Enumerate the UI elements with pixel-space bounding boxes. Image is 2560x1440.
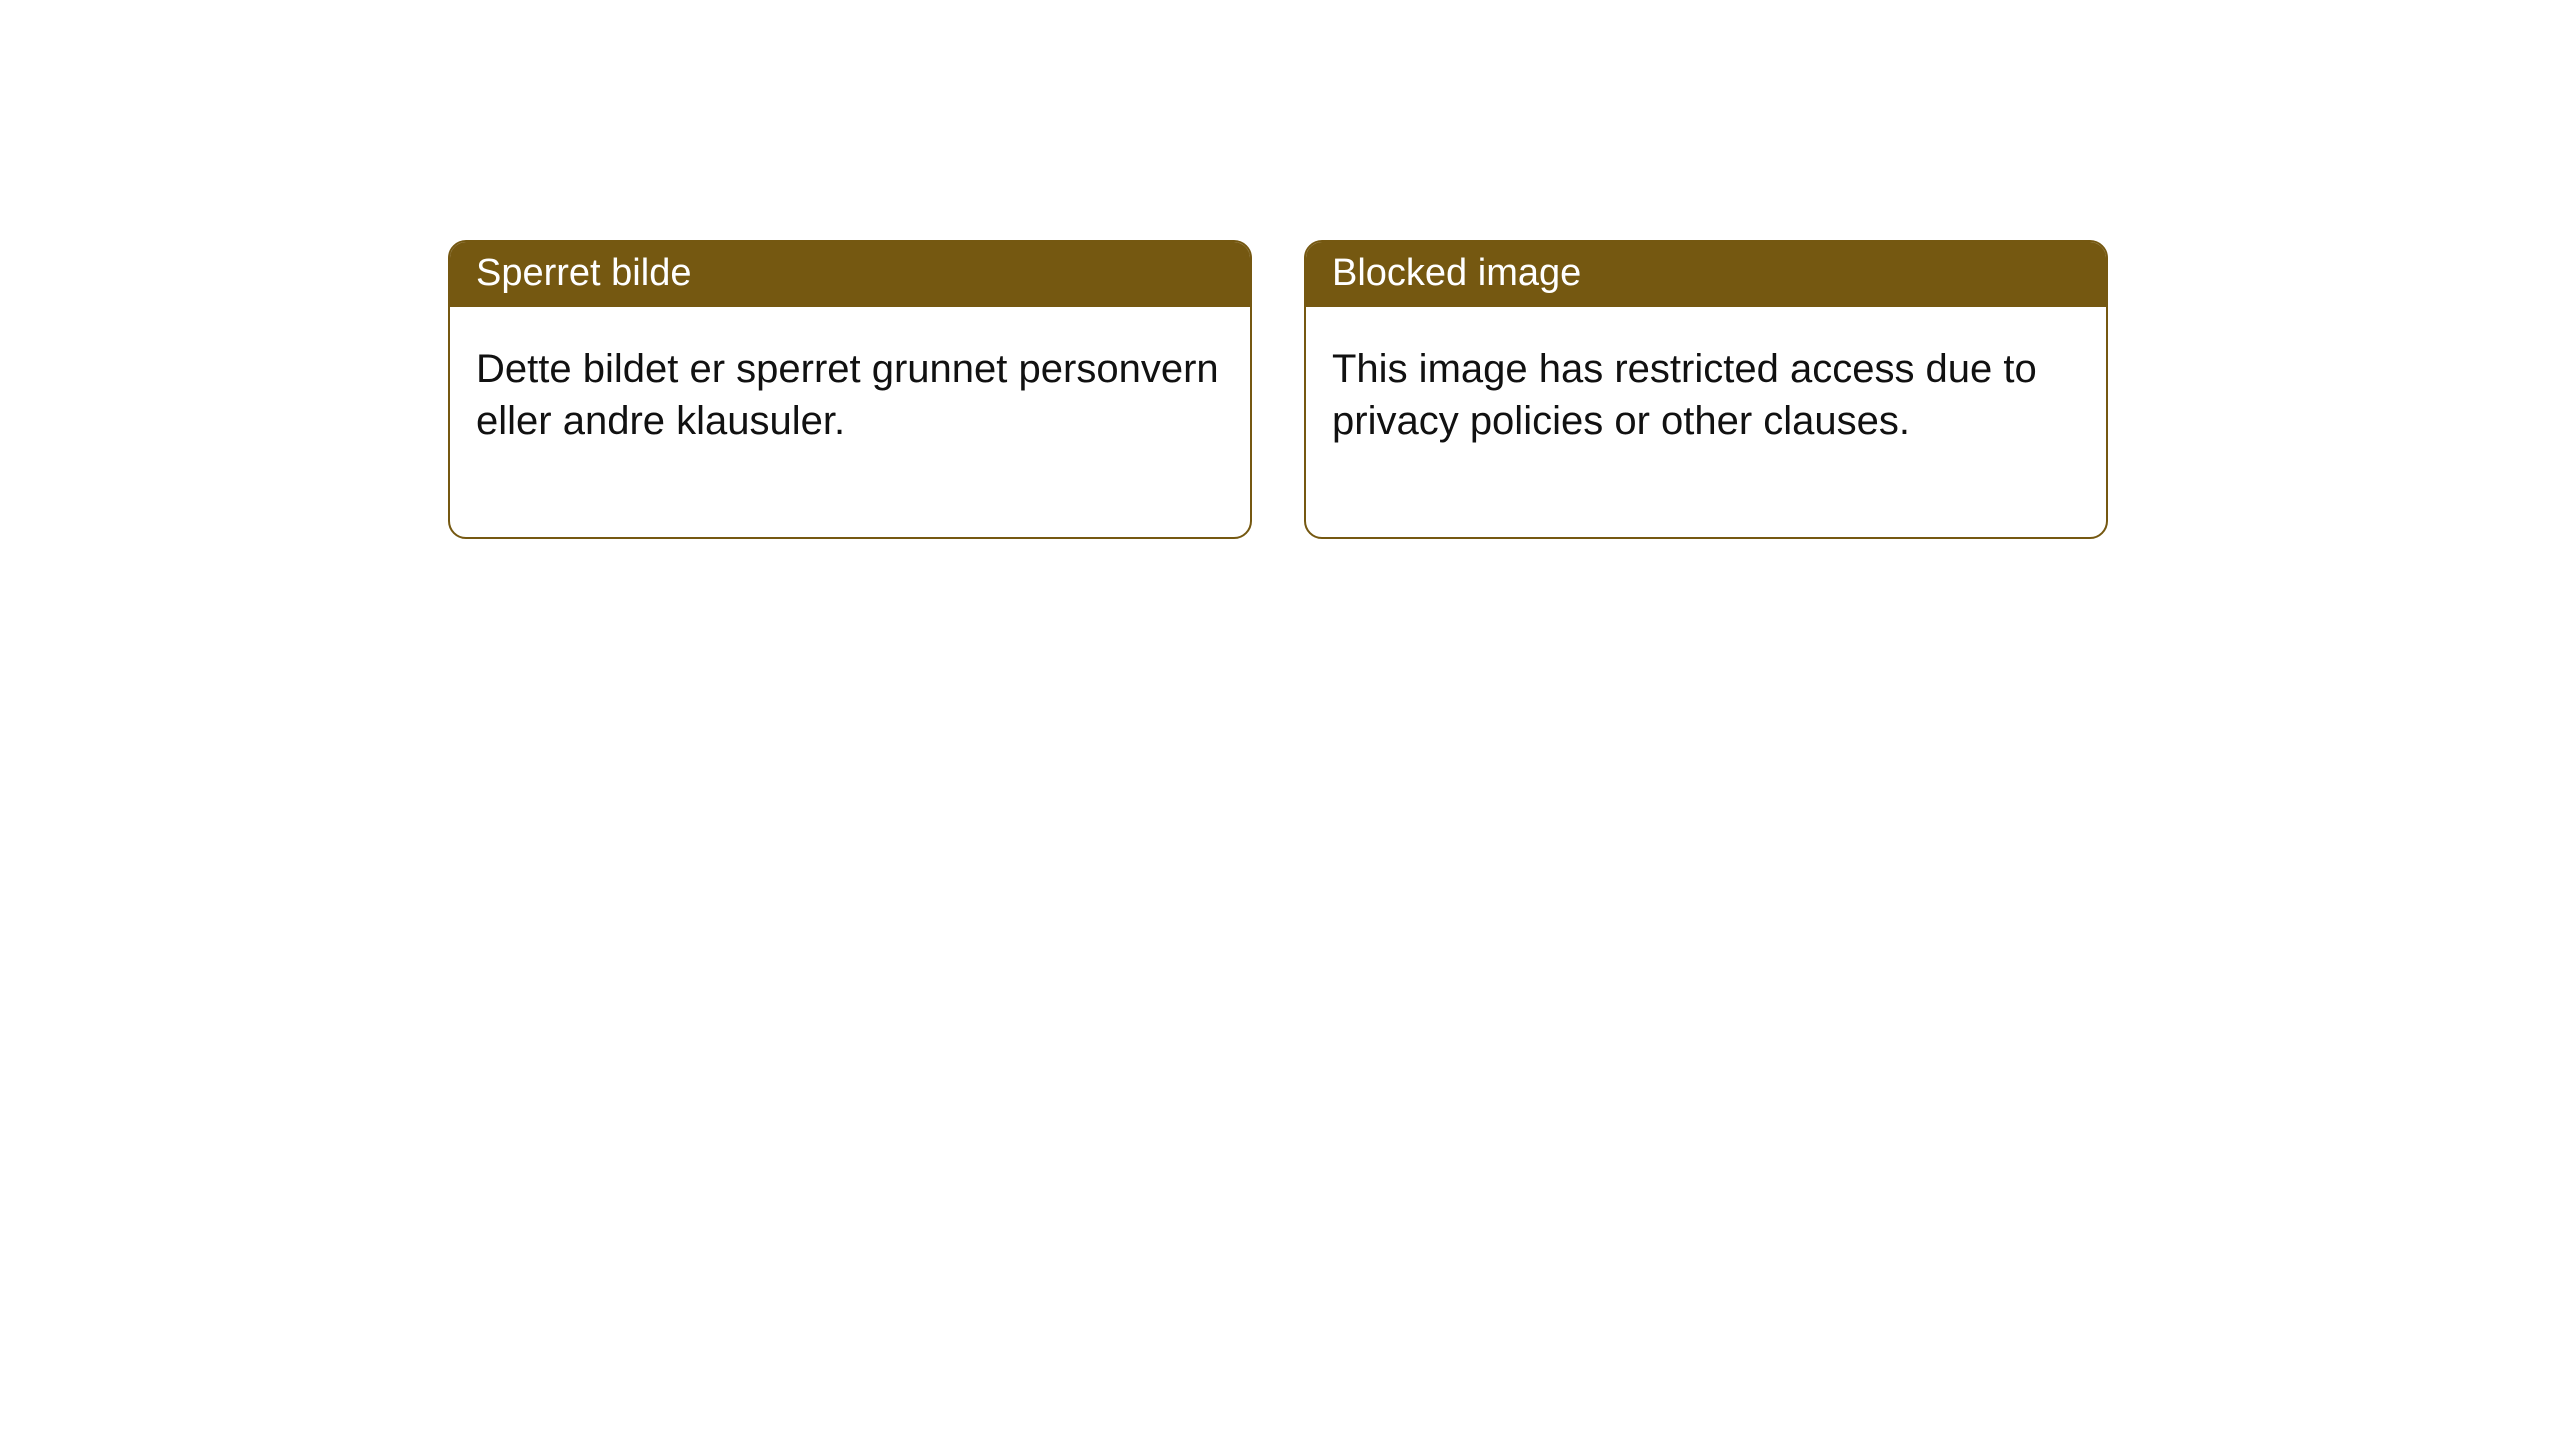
card-header: Sperret bilde <box>450 242 1250 307</box>
card-body: Dette bildet er sperret grunnet personve… <box>450 307 1250 537</box>
card-body: This image has restricted access due to … <box>1306 307 2106 537</box>
blocked-image-card-norwegian: Sperret bilde Dette bildet er sperret gr… <box>448 240 1252 539</box>
card-header: Blocked image <box>1306 242 2106 307</box>
blocked-image-card-english: Blocked image This image has restricted … <box>1304 240 2108 539</box>
cards-container: Sperret bilde Dette bildet er sperret gr… <box>448 240 2108 539</box>
